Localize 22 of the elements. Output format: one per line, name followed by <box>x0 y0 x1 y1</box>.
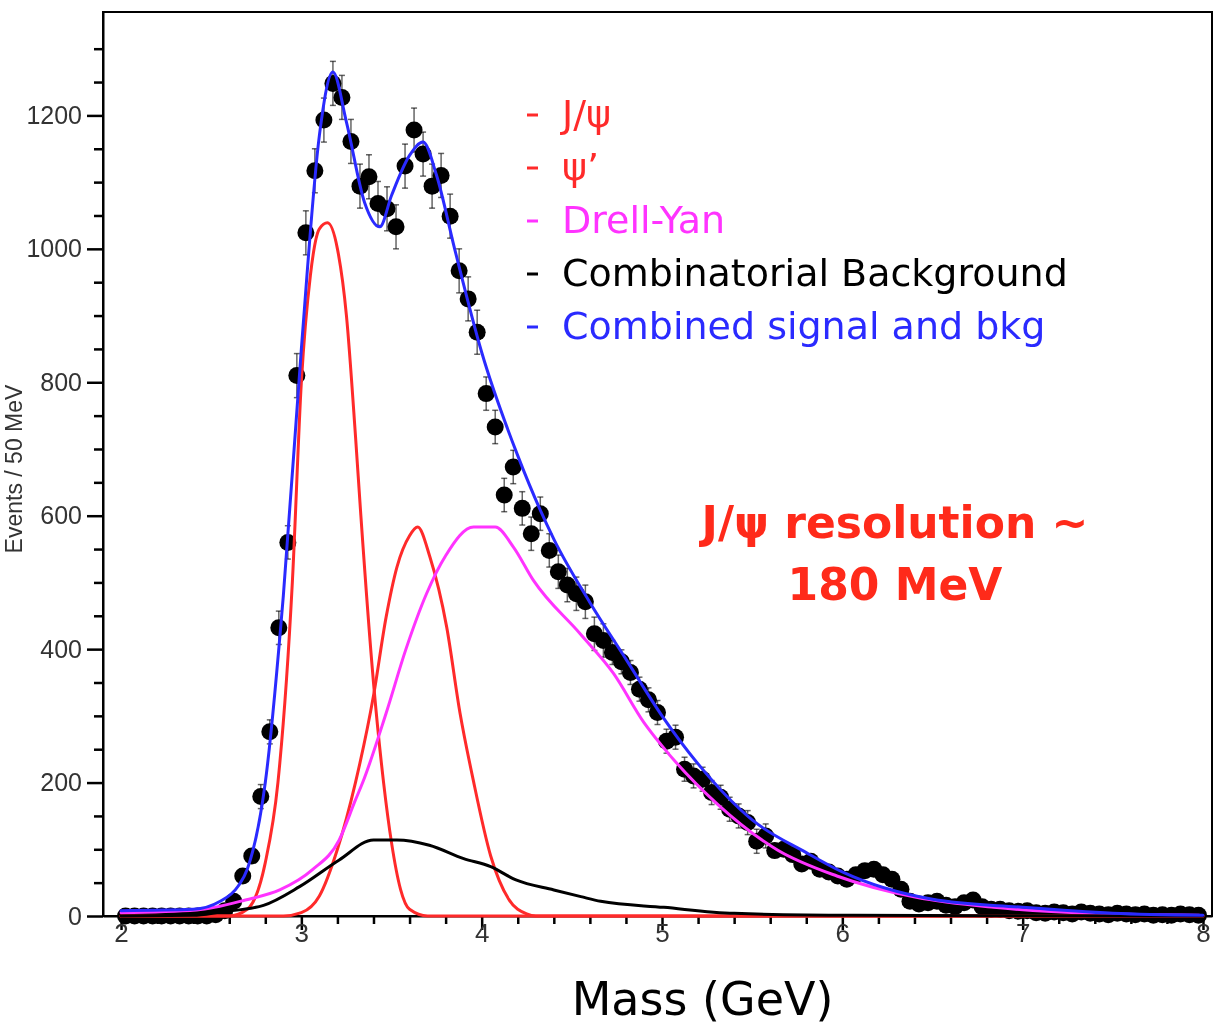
x-axis-title: Mass (GeV) <box>571 972 834 1026</box>
legend-label: Combinatorial Background <box>562 251 1068 295</box>
x-tick-label: 4 <box>474 918 490 948</box>
y-tick-label: 0 <box>68 901 82 930</box>
y-tick-label: 1200 <box>26 100 82 129</box>
y-tick-label: 600 <box>40 501 82 530</box>
x-tick-label: 7 <box>1015 918 1031 948</box>
legend-label: J/ψ <box>560 92 612 136</box>
y-tick-label: 1000 <box>26 234 82 263</box>
y-axis-title: Events / 50 MeV <box>1 383 27 554</box>
x-tick-label: 5 <box>655 918 670 948</box>
legend-label: ψ’ <box>562 145 600 189</box>
y-tick-label: 200 <box>40 768 82 797</box>
x-tick-label: 3 <box>294 918 310 948</box>
legend-label: Combined signal and bkg <box>562 304 1046 348</box>
x-tick-label: 6 <box>835 918 851 948</box>
y-tick-label: 400 <box>40 634 82 663</box>
x-tick-label: 8 <box>1196 918 1211 948</box>
legend-label: Drell-Yan <box>562 198 726 242</box>
x-tick-label: 2 <box>114 918 129 948</box>
y-tick-label: 800 <box>40 367 82 396</box>
annotation: J/ψ resolution ~ 180 MeV <box>698 497 1089 610</box>
